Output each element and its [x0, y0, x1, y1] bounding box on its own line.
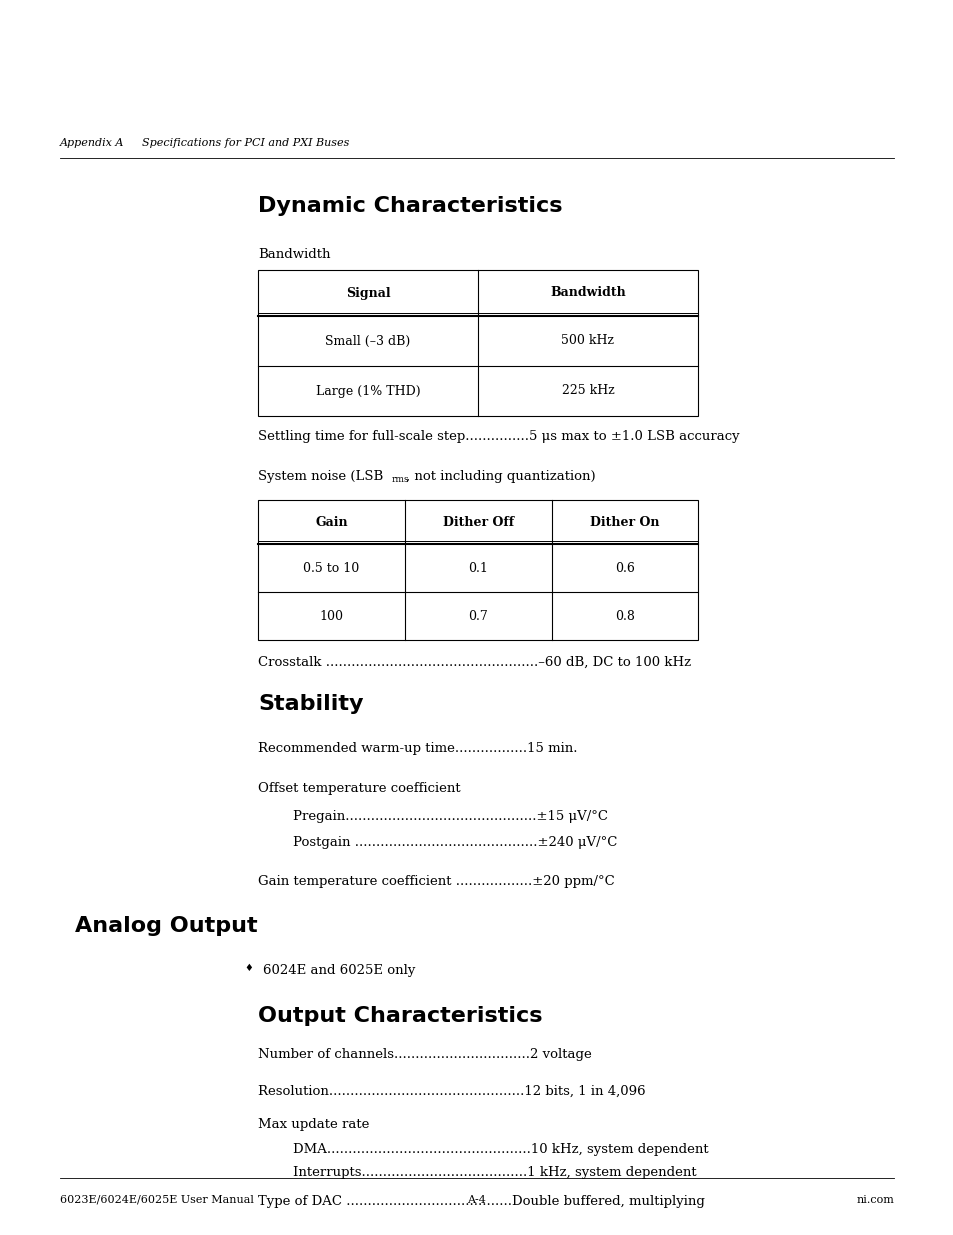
Text: ni.com: ni.com: [855, 1195, 893, 1205]
Text: Dynamic Characteristics: Dynamic Characteristics: [257, 196, 562, 216]
Text: Recommended warm-up time.................15 min.: Recommended warm-up time................…: [257, 742, 577, 755]
Text: 0.1: 0.1: [468, 562, 488, 574]
Text: ♦: ♦: [244, 965, 253, 973]
Text: Analog Output: Analog Output: [75, 916, 257, 936]
Text: 500 kHz: 500 kHz: [561, 335, 614, 347]
Text: Settling time for full-scale step...............5 μs max to ±1.0 LSB accuracy: Settling time for full-scale step.......…: [257, 430, 739, 443]
Text: Postgain ...........................................±240 μV/°C: Postgain ...............................…: [293, 836, 617, 848]
Text: Crosstalk ..................................................–60 dB, DC to 100 kH: Crosstalk ..............................…: [257, 656, 690, 669]
Text: Dither Off: Dither Off: [442, 515, 514, 529]
Text: Stability: Stability: [257, 694, 363, 714]
Text: Small (–3 dB): Small (–3 dB): [325, 335, 410, 347]
Text: rms: rms: [392, 475, 409, 484]
Bar: [257, 500, 698, 640]
Text: A-4: A-4: [467, 1195, 486, 1205]
Text: Appendix A: Appendix A: [60, 138, 124, 148]
Text: , not including quantization): , not including quantization): [406, 471, 595, 483]
Text: 100: 100: [319, 610, 343, 622]
Text: Resolution..............................................12 bits, 1 in 4,096: Resolution..............................…: [257, 1086, 645, 1098]
Text: Number of channels................................2 voltage: Number of channels......................…: [257, 1049, 591, 1061]
Text: System noise (LSB: System noise (LSB: [257, 471, 383, 483]
Text: Type of DAC .......................................Double buffered, multiplying: Type of DAC ............................…: [257, 1195, 704, 1208]
Text: Pregain.............................................±15 μV/°C: Pregain.................................…: [293, 810, 607, 823]
Text: Gain temperature coefficient ..................±20 ppm/°C: Gain temperature coefficient ...........…: [257, 876, 614, 888]
Text: Specifications for PCI and PXI Buses: Specifications for PCI and PXI Buses: [142, 138, 349, 148]
Bar: [257, 270, 698, 416]
Text: Bandwidth: Bandwidth: [550, 287, 625, 300]
Text: Signal: Signal: [345, 287, 390, 300]
Text: 0.8: 0.8: [615, 610, 635, 622]
Text: Interrupts.......................................1 kHz, system dependent: Interrupts..............................…: [293, 1166, 696, 1179]
Text: DMA................................................10 kHz, system dependent: DMA.....................................…: [293, 1144, 708, 1156]
Text: 0.7: 0.7: [468, 610, 488, 622]
Text: 6023E/6024E/6025E User Manual: 6023E/6024E/6025E User Manual: [60, 1195, 253, 1205]
Text: Gain: Gain: [314, 515, 348, 529]
Text: Offset temperature coefficient: Offset temperature coefficient: [257, 782, 460, 795]
Text: Large (1% THD): Large (1% THD): [315, 384, 420, 398]
Text: Output Characteristics: Output Characteristics: [257, 1007, 542, 1026]
Text: Max update rate: Max update rate: [257, 1118, 369, 1131]
Text: Bandwidth: Bandwidth: [257, 248, 330, 261]
Text: 6024E and 6025E only: 6024E and 6025E only: [263, 965, 415, 977]
Text: 225 kHz: 225 kHz: [561, 384, 614, 398]
Text: 0.6: 0.6: [615, 562, 635, 574]
Text: Dither On: Dither On: [590, 515, 659, 529]
Text: 0.5 to 10: 0.5 to 10: [303, 562, 359, 574]
